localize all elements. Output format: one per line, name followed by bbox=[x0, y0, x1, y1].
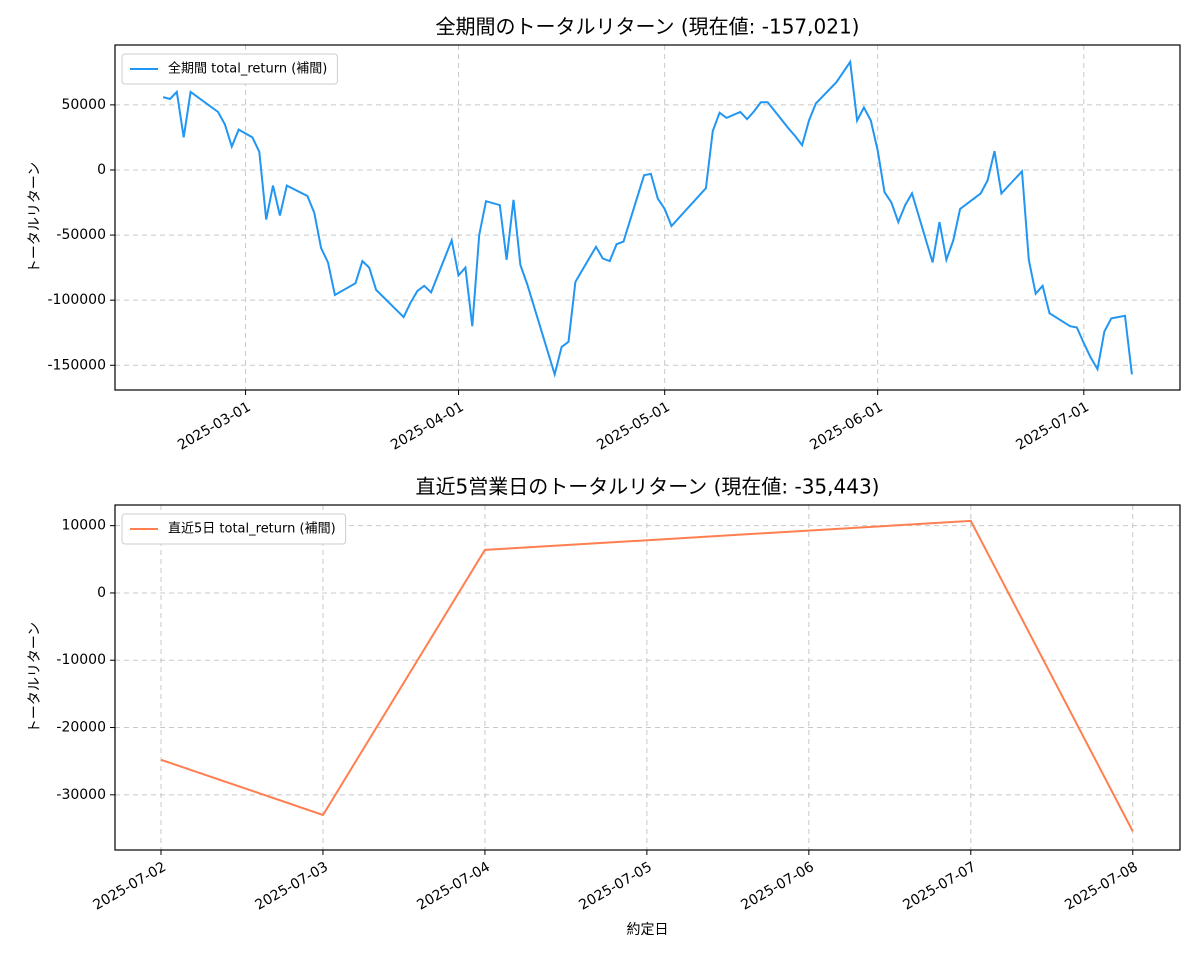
x-tick-label: 2025-07-06 bbox=[738, 859, 817, 914]
y-tick-label: 0 bbox=[97, 585, 106, 601]
x-tick-label: 2025-07-08 bbox=[1062, 859, 1140, 914]
legend-box bbox=[121, 513, 347, 545]
y-axis-label: トータルリターン bbox=[27, 622, 43, 733]
x-tick-label: 2025-05-01 bbox=[594, 399, 672, 454]
y-tick-label: -50000 bbox=[56, 227, 106, 243]
legend-box bbox=[121, 53, 338, 85]
legend: 全期間 total_return (補間) bbox=[121, 53, 338, 85]
x-tick-label: 2025-07-07 bbox=[900, 859, 978, 914]
chart-title: 全期間のトータルリターン (現在値: -157,021) bbox=[436, 15, 860, 39]
x-tick-label: 2025-07-03 bbox=[252, 859, 330, 914]
x-tick-label: 2025-07-05 bbox=[576, 859, 654, 914]
plot-frame bbox=[114, 44, 1181, 391]
y-tick-label: 0 bbox=[97, 162, 106, 178]
y-tick-label: -100000 bbox=[48, 292, 107, 308]
x-tick-label: 2025-07-02 bbox=[91, 859, 169, 914]
subplot: 直近5営業日のトータルリターン (現在値: -35,443) トータルリターン約定… bbox=[27, 475, 1181, 938]
line-series bbox=[160, 519, 1134, 832]
x-tick-label: 2025-06-01 bbox=[807, 399, 885, 454]
line-series bbox=[162, 59, 1133, 379]
chart-title: 直近5営業日のトータルリターン (現在値: -35,443) bbox=[416, 475, 880, 499]
y-tick-label: -10000 bbox=[56, 652, 106, 668]
x-tick-label: 2025-03-01 bbox=[175, 399, 253, 454]
y-tick-label: -20000 bbox=[56, 720, 106, 736]
x-tick-label: 2025-04-01 bbox=[388, 399, 466, 454]
subplot: 全期間のトータルリターン (現在値: -157,021) トータルリターン -150… bbox=[27, 15, 1181, 454]
y-tick-label: -30000 bbox=[56, 787, 106, 803]
y-tick-label: 50000 bbox=[61, 97, 106, 113]
x-axis-label: 約定日 bbox=[627, 922, 669, 938]
y-tick-label: 10000 bbox=[61, 518, 106, 534]
legend: 直近5日 total_return (補間) bbox=[121, 513, 347, 545]
legend-label: 直近5日 total_return (補間) bbox=[168, 522, 336, 537]
x-tick-label: 2025-07-01 bbox=[1013, 399, 1091, 454]
y-tick-label: -150000 bbox=[48, 357, 107, 373]
legend-label: 全期間 total_return (補間) bbox=[168, 61, 327, 77]
plot-frame bbox=[114, 504, 1181, 851]
y-axis-label: トータルリターン bbox=[27, 162, 43, 273]
x-tick-label: 2025-07-04 bbox=[414, 859, 493, 914]
